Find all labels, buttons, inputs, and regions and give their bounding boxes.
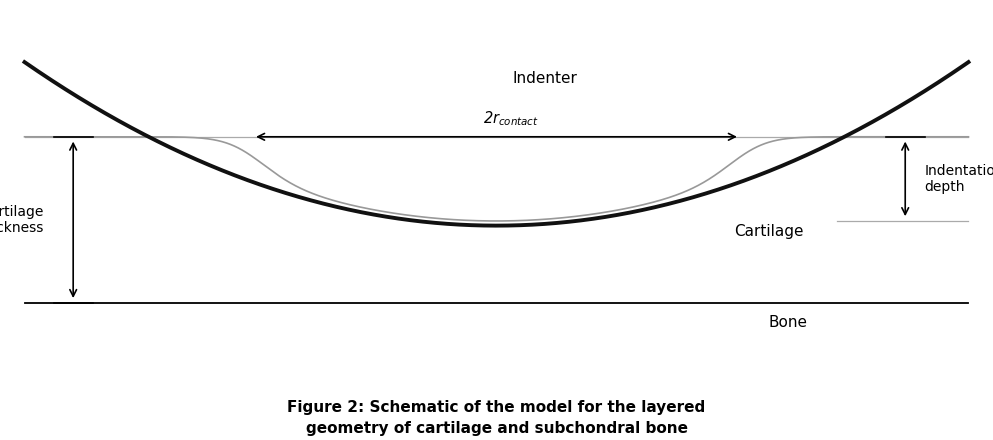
Text: Cartilage
thickness: Cartilage thickness (0, 205, 44, 235)
Text: Indentation
depth: Indentation depth (924, 164, 993, 194)
Text: $\mathregular{2}r_{\mathregular{contact}}$: $\mathregular{2}r_{\mathregular{contact}… (484, 110, 539, 128)
Text: Cartilage: Cartilage (734, 224, 803, 239)
Text: Figure 2: Schematic of the model for the layered
geometry of cartilage and subch: Figure 2: Schematic of the model for the… (287, 400, 706, 436)
Text: Indenter: Indenter (512, 71, 578, 86)
Text: Bone: Bone (769, 315, 808, 330)
